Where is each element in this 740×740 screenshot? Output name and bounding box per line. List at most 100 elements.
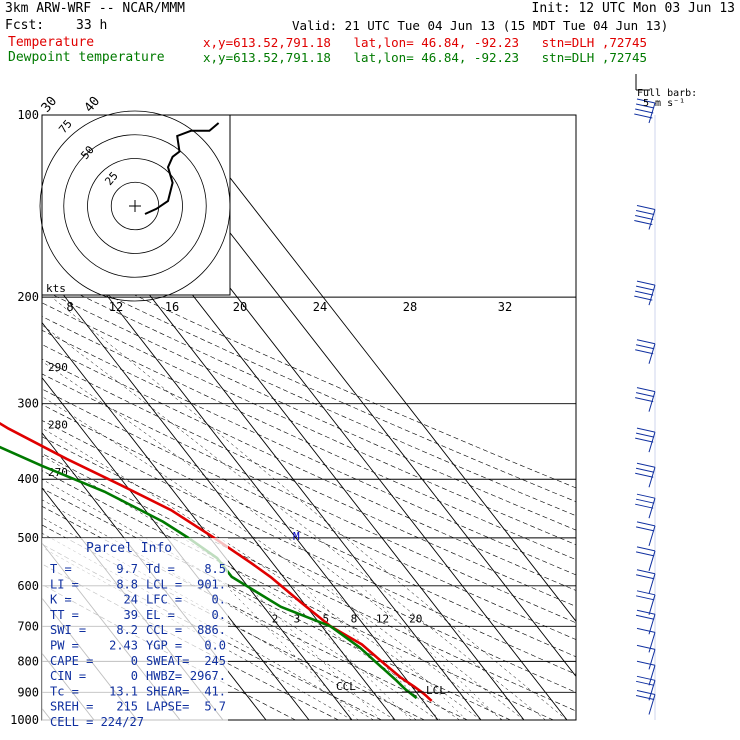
dewpoint-profile — [0, 445, 418, 700]
wind-barb-flag — [635, 695, 655, 701]
parcel-param-label: LFC = — [146, 593, 182, 607]
dry-adiabat — [42, 250, 576, 489]
speed-scale-label: 20 — [233, 300, 247, 314]
wind-barb-flag — [636, 427, 656, 433]
speed-scale-label: 28 — [403, 300, 417, 314]
wind-barb-flag — [635, 574, 655, 580]
dry-adiabat — [42, 524, 425, 720]
theta-label: 290 — [48, 361, 68, 374]
lcl-annotation: LCL — [426, 684, 446, 697]
pressure-tick-label: 400 — [17, 472, 39, 486]
pressure-tick-label: 200 — [17, 290, 39, 304]
mixing-ratio-label: 3 — [294, 612, 301, 625]
parcel-param-label: PW = — [50, 639, 79, 653]
wind-barb-staff — [648, 680, 656, 701]
parcel-param-label: EL = — [146, 608, 175, 622]
parcel-param-value: 0 — [131, 669, 138, 683]
isotherm-line — [42, 266, 396, 720]
parcel-param-value: 8.5 — [204, 562, 226, 576]
hodograph-ring — [110, 181, 160, 231]
hodograph-ring — [87, 158, 183, 254]
mixing-ratio-label: 8 — [351, 612, 358, 625]
pressure-tick-label: 900 — [17, 685, 39, 699]
parcel-param-label: HWBZ= — [146, 669, 182, 683]
wind-barb-flag — [634, 295, 653, 301]
parcel-param-label: T = — [50, 562, 72, 576]
parcel-param-label: TT = — [50, 608, 79, 622]
valid-time: Valid: 21 UTC Tue 04 Jun 13 (15 MDT Tue … — [292, 18, 669, 33]
wind-barb-flag — [635, 614, 655, 620]
wind-barb-staff — [648, 632, 656, 653]
m-annotation: M — [293, 530, 300, 543]
wind-barb-column — [634, 98, 656, 720]
parcel-param-label: CIN = — [50, 669, 86, 683]
wind-barb-staff — [648, 594, 656, 615]
parcel-param-value: 215 — [116, 700, 138, 714]
hodograph-ring — [63, 134, 207, 278]
wind-barb-staff — [648, 525, 656, 547]
moist-adiabat — [42, 479, 439, 720]
wind-barb-flag — [636, 569, 656, 575]
parcel-param-value: 0. — [212, 593, 226, 607]
barb-key-title: Full barb: — [637, 88, 697, 99]
dry-adiabat — [42, 302, 576, 546]
mixing-ratio-line — [225, 585, 359, 720]
pressure-tick-label: 100 — [17, 108, 39, 122]
wind-barb-flag — [635, 472, 654, 478]
mixing-ratio-label: 2 — [272, 612, 279, 625]
wind-barb-flag — [635, 397, 654, 403]
isotherm-label: 40 — [82, 94, 104, 116]
pressure-tick-label: 1000 — [10, 713, 39, 727]
parcel-param-value: 9.7 — [116, 562, 138, 576]
parcel-param-value: 41. — [204, 684, 226, 698]
wind-barb-staff — [648, 649, 656, 670]
isotherm-line — [0, 115, 8, 720]
parcel-param-value: 901. — [197, 577, 226, 591]
parcel-param-label: SREH = — [50, 700, 93, 714]
parcel-param-label: CAPE = — [50, 654, 93, 668]
pressure-tick-label: 300 — [17, 397, 39, 411]
parcel-param-label: SHEAR= — [146, 684, 189, 698]
wind-barb-flag — [636, 280, 656, 286]
wind-barb-flag — [635, 285, 655, 291]
dewpoint-legend: Dewpoint temperature — [8, 50, 165, 65]
wind-barb-flag — [636, 98, 656, 104]
pressure-tick-label: 500 — [17, 531, 39, 545]
hodograph-group — [39, 110, 231, 302]
barb-key-value: 5 m s⁻¹ — [643, 98, 685, 109]
wind-barb-flag — [635, 467, 655, 473]
parcel-param-label: CCL = — [146, 623, 182, 637]
dewpoint-location: x,y=613.52,791.18 lat,lon= 46.84, -92.23… — [203, 50, 648, 65]
pressure-tick-label: 700 — [17, 619, 39, 633]
ccl-annotation: CCL — [336, 680, 356, 693]
hodograph-units-label: kts — [46, 282, 66, 295]
wind-barb-staff — [648, 665, 656, 686]
dry-adiabat — [42, 289, 576, 531]
model-title: 3km ARW-WRF -- NCAR/MMM — [5, 1, 186, 16]
parcel-cell-value: CELL = 224/27 — [50, 715, 144, 729]
wind-barb-flag — [635, 437, 654, 443]
wind-barb-flag — [635, 503, 654, 509]
wind-barb-flag — [635, 595, 655, 601]
mixing-ratio-line — [328, 585, 467, 720]
parcel-param-value: 0 — [131, 654, 138, 668]
hodograph-ring — [39, 110, 231, 302]
dry-adiabat — [42, 358, 576, 607]
isotherm-line — [180, 115, 576, 623]
pressure-tick-label: 600 — [17, 579, 39, 593]
parcel-param-label: LAPSE= — [146, 700, 189, 714]
wind-barb-flag — [636, 205, 656, 211]
wind-barb-flag — [636, 521, 656, 527]
wind-barb-flag — [635, 210, 655, 216]
wind-barb-flag — [635, 103, 655, 109]
wind-barb-flag — [636, 627, 656, 633]
parcel-param-label: YGP = — [146, 639, 182, 653]
dry-adiabat — [42, 344, 576, 591]
wind-barb-flag — [635, 349, 654, 355]
isotherm-line — [42, 321, 353, 720]
wind-barb-flag — [635, 432, 655, 438]
temperature-profile — [0, 421, 433, 702]
parcel-param-label: Td = — [146, 562, 175, 576]
dry-adiabat — [42, 543, 382, 720]
wind-barb-flag — [636, 546, 656, 552]
